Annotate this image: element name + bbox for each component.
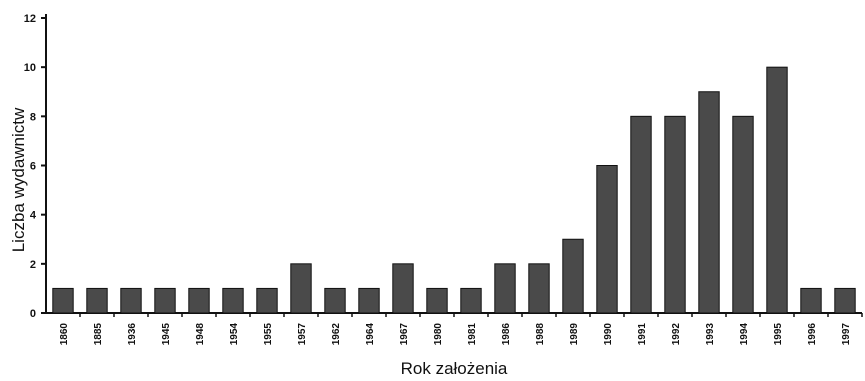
x-tick-label-1988: 1988: [535, 323, 546, 346]
x-tick-label-1986: 1986: [501, 323, 512, 346]
bar-1990: [596, 165, 618, 314]
y-tick-labels: 0 2 4 6 8 10 12: [24, 13, 37, 320]
y-tick-label: 6: [30, 161, 36, 173]
x-tick-label-1980: 1980: [433, 323, 444, 346]
bar-1988: [528, 263, 550, 314]
bar-1995: [766, 66, 788, 314]
bar-1962: [324, 287, 346, 314]
x-tick-label-1962: 1962: [331, 323, 342, 346]
x-tick-label-1945: 1945: [161, 323, 172, 346]
x-tick-label-1995: 1995: [773, 323, 784, 346]
bar-1964: [358, 287, 380, 314]
x-tick-labels: 1860 1885 1936 1945 1948 1954 1955 1957 1962 1964…: [59, 323, 852, 346]
bar-1955: [256, 287, 278, 314]
x-tick-label-1957: 1957: [297, 323, 308, 346]
bar-1996: [800, 287, 822, 314]
chart-bars: [52, 66, 856, 314]
bar-1991: [630, 115, 652, 314]
x-tick-label-1860: 1860: [59, 323, 70, 346]
y-tick-label: 4: [30, 210, 37, 222]
bar-1885: [86, 287, 108, 314]
bar-1993: [698, 91, 720, 314]
bar-1948: [188, 287, 210, 314]
x-tick-label-1994: 1994: [739, 323, 750, 346]
bar-1994: [732, 115, 754, 314]
x-tick-label-1992: 1992: [671, 323, 682, 346]
x-tick-label-1991: 1991: [637, 323, 648, 346]
bar-1967: [392, 263, 414, 314]
x-tick-label-1996: 1996: [807, 323, 818, 346]
y-tick-label: 2: [30, 259, 36, 271]
y-tick-label: 8: [30, 111, 36, 123]
x-tick-label-1936: 1936: [127, 323, 138, 346]
y-axis-label: Liczba wydawnictw: [9, 107, 28, 252]
x-axis-label: Rok założenia: [401, 359, 508, 378]
bar-1936: [120, 287, 142, 314]
x-tick-label-1955: 1955: [263, 323, 274, 346]
x-tick-label-1997: 1997: [841, 323, 852, 346]
x-tick-label-1989: 1989: [569, 323, 580, 346]
x-tick-label-1948: 1948: [195, 323, 206, 346]
y-tick-label: 10: [24, 62, 36, 74]
chart-axes: [41, 14, 863, 317]
bar-1860: [52, 287, 74, 314]
bar-1992: [664, 115, 686, 314]
y-tick-label: 0: [30, 308, 36, 320]
bar-1986: [494, 263, 516, 314]
bar-1957: [290, 263, 312, 314]
bar-1980: [426, 287, 448, 314]
x-tick-label-1964: 1964: [365, 323, 376, 346]
x-tick-label-1885: 1885: [93, 323, 104, 346]
x-tick-label-1954: 1954: [229, 323, 240, 346]
x-tick-label-1990: 1990: [603, 323, 614, 346]
y-tick-label: 12: [24, 13, 36, 25]
bar-1945: [154, 287, 176, 314]
bar-1954: [222, 287, 244, 314]
bar-1989: [562, 238, 584, 314]
bar-1997: [834, 287, 856, 314]
x-tick-label-1981: 1981: [467, 323, 478, 346]
x-tick-label-1967: 1967: [399, 323, 410, 346]
x-tick-label-1993: 1993: [705, 323, 716, 346]
bar-1981: [460, 287, 482, 314]
